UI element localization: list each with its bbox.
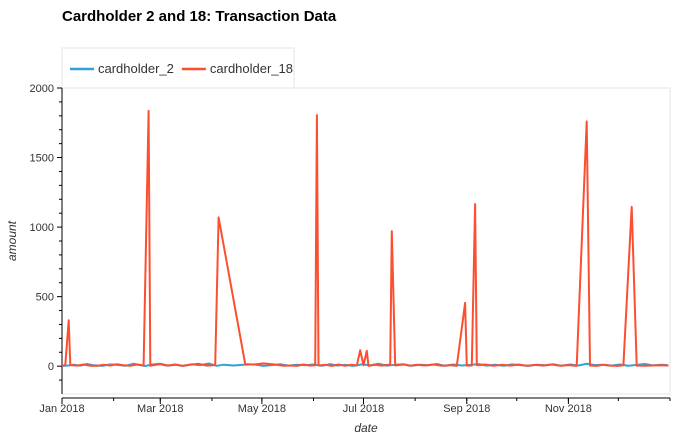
x-axis-label: date <box>354 421 378 435</box>
series-layer <box>62 111 668 366</box>
y-tick-label: 1500 <box>30 153 54 165</box>
x-tick-label: Jul 2018 <box>343 403 385 415</box>
y-tick-label: 1000 <box>30 222 54 234</box>
x-tick-label: May 2018 <box>238 403 286 415</box>
legend-entry: cardholder_2 <box>98 61 174 76</box>
x-tick-label: Jan 2018 <box>39 403 84 415</box>
y-tick-label: 0 <box>48 361 54 373</box>
legend-entry: cardholder_18 <box>210 61 293 76</box>
y-tick-label: 500 <box>36 292 54 304</box>
x-tick-label: Sep 2018 <box>443 403 490 415</box>
series-line-cardholder-18 <box>62 111 668 366</box>
plot-area <box>62 88 670 394</box>
y-axis-label: amount <box>5 220 19 261</box>
x-tick-label: Nov 2018 <box>545 403 592 415</box>
y-tick-label: 2000 <box>30 83 54 95</box>
x-tick-label: Mar 2018 <box>137 403 183 415</box>
